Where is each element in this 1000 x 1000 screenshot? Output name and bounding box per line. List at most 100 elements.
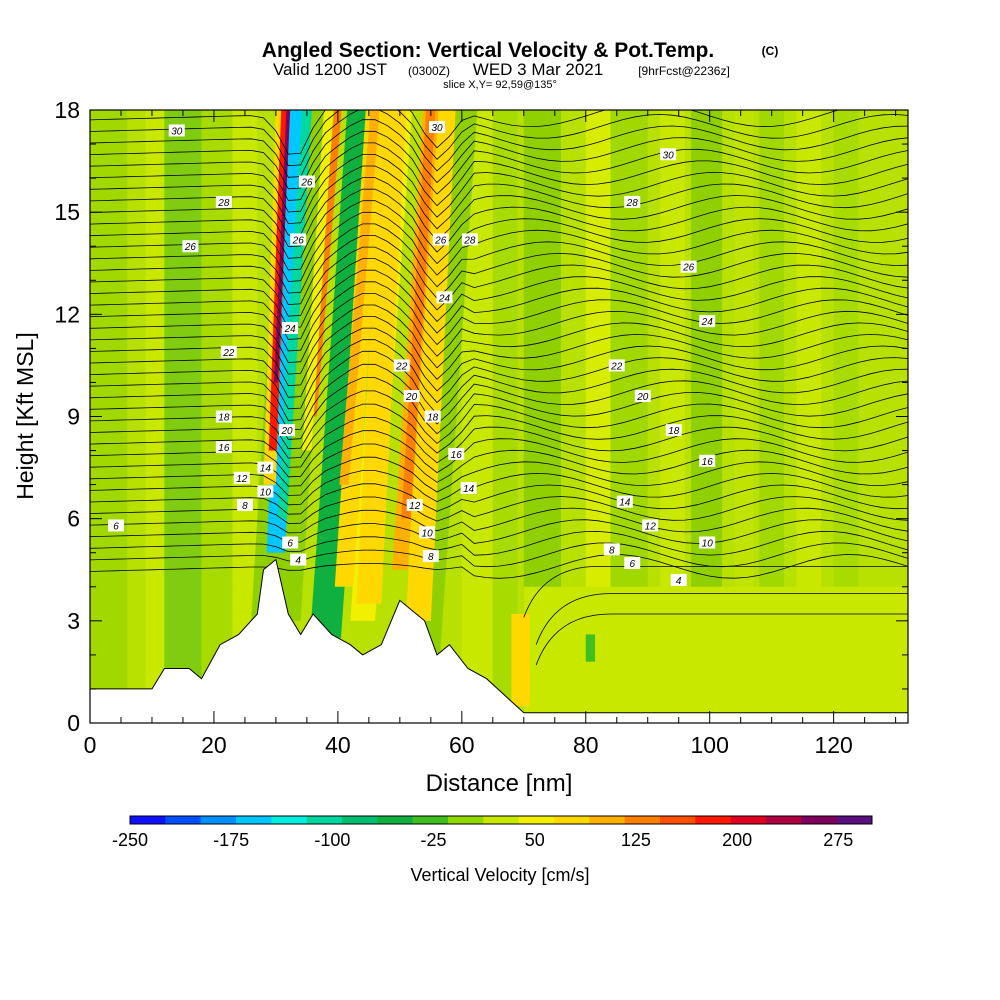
isentrope-line [90,417,908,468]
isentrope-label-text: 12 [645,521,657,532]
isentrope-line [90,154,908,225]
isentrope-label: 18 [215,410,232,424]
isentrope-label-bg [461,233,478,246]
isentrope-label: 16 [215,441,232,454]
isentrope-line [90,339,908,410]
isentrope-line [90,258,908,329]
copyright-mark: (C) [762,44,779,58]
colorbar-swatch [695,816,731,824]
isentrope-label-text: 4 [676,576,682,587]
isentrope-label-bg [290,553,307,566]
isentrope-label: 18 [424,410,441,424]
isentrope-line [90,293,908,363]
colorbar-tick-label: 275 [823,830,853,850]
isentrope-line [90,456,908,496]
velocity-band [511,614,530,706]
y-tick-label: 12 [54,301,80,327]
isentrope-label: 4 [290,553,307,567]
colorbar-swatch [730,816,767,824]
isentrope-label-text: 10 [422,528,434,539]
valid-utc: (0300Z) [408,64,450,78]
isentrope-line [90,363,908,431]
isentrope-label-bg [233,471,250,484]
isentrope-line [90,110,908,167]
colorbar-tick-label: -250 [112,830,148,850]
y-axis-label: Height [Kft MSL] [12,332,38,499]
isentrope-label-text: 26 [682,263,695,274]
colorbar-frame [129,815,873,825]
isentrope-line [90,470,908,506]
isentrope-label: 4 [670,573,687,587]
isentrope-label-bg [608,359,625,372]
isentrope-label: 12 [233,471,250,485]
x-axis: 0 20 40 60 80 100 120 [84,110,897,758]
velocity-bands [90,110,908,723]
colorbar-swatch [130,816,166,824]
isentrope-label-bg [108,519,125,532]
isentrope-label: 20 [634,390,651,403]
isentrope-label-bg [290,233,307,246]
isentrope-label-bg [634,390,651,403]
colorbar-swatch [554,816,590,824]
colorbar-swatch [165,816,201,824]
isentrope-label: 26 [298,175,315,189]
isentrope-label-text: 26 [184,242,197,253]
chart-title: Angled Section: Vertical Velocity & Pot.… [262,39,714,62]
isentrope-label-text: 16 [218,443,230,454]
colorbar-swatch [342,816,378,824]
isentrope-label: 8 [236,499,253,512]
x-tick-label: 100 [691,732,729,758]
isentrope-label-bg [168,124,185,137]
isentrope-label-bg [436,291,453,304]
colorbar-swatch [483,816,519,824]
isentrope-label: 22 [393,359,410,372]
isentrope-label: 20 [279,424,296,437]
isentrope-label: 14 [460,482,477,495]
isentrope-label-bg [419,526,436,539]
isentrope-line [523,565,908,618]
isentrope-label-bg [236,499,253,512]
isentrope-label-bg [215,410,232,423]
isentrope-label-bg [699,315,716,328]
y-axis: 0 3 6 9 12 15 18 [54,97,908,736]
isentrope-label: 24 [699,315,716,328]
colorbar: -250 -175 -100 -25 50 125 200 275 [112,815,873,850]
colorbar-swatch [518,816,555,824]
isentrope-label: 26 [290,233,307,246]
isentrope-label-bg [680,260,697,273]
isentrope-line [90,246,908,317]
colorbar-tick-label: -100 [314,830,350,850]
isentrope-label: 22 [608,359,625,372]
velocity-streak [356,110,407,604]
colorbar-swatch [448,816,484,824]
isentrope-label-text: 30 [431,123,443,134]
isentrope-label-text: 30 [663,150,675,161]
velocity-band [164,110,202,723]
colorbar-tick-label: 125 [621,830,651,850]
colorbar-swatch [624,816,661,824]
colorbar-tick-label: 50 [525,830,545,850]
isentrope-label-bg [257,461,274,474]
isentrope-line [90,211,908,282]
colorbar-swatch [306,816,343,824]
valid-time: Valid 1200 JST [273,60,387,79]
isentrope-label-bg [182,240,199,253]
isentrope-line [90,304,908,375]
isentrope-label-text: 10 [260,487,272,498]
y-tick-label: 3 [67,608,80,634]
isentrope-label-text: 18 [427,413,439,424]
isentrope-label-bg [670,573,687,586]
isentrope-label: 6 [624,556,641,570]
isentrope-line [90,110,908,178]
y-tick-label: 9 [67,404,80,430]
isentrope-label-text: 10 [702,539,714,550]
velocity-streak [401,110,436,519]
isentrope-line [90,403,908,459]
isentrope-line [90,542,908,568]
isentrope-label-text: 6 [287,539,293,550]
isentrope-line [90,443,908,487]
isentrope-label: 30 [429,121,446,134]
isentrope-label-bg [616,495,633,508]
forecast-info: [9hrFcst@2236z] [638,64,730,78]
